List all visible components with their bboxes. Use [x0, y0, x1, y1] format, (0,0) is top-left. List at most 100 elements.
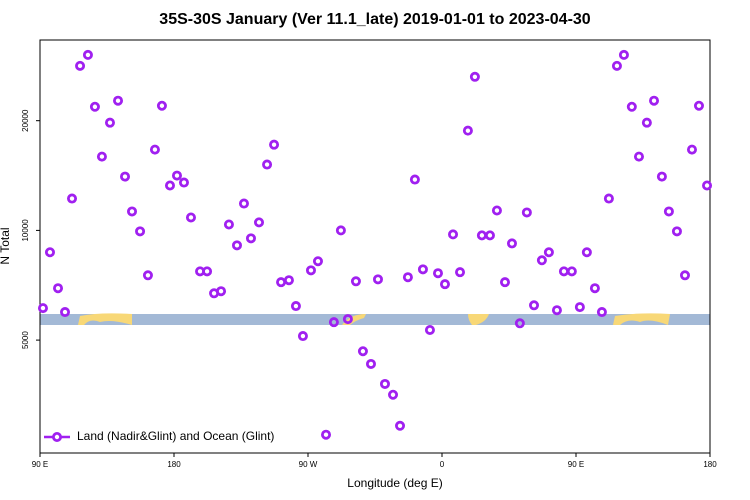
point: [402, 272, 413, 283]
point: [276, 277, 287, 288]
point: [611, 60, 622, 71]
point: [328, 317, 339, 328]
point: [156, 100, 167, 111]
point: [469, 71, 480, 82]
point: [439, 279, 450, 290]
x-axis-label: Longitude (deg E): [347, 476, 442, 490]
land-patch: [613, 313, 670, 325]
x-tick-label: 180: [167, 460, 181, 469]
point: [60, 307, 71, 318]
legend-label: Land (Nadir&Glint) and Ocean (Glint): [77, 429, 274, 443]
point: [529, 300, 540, 311]
point: [113, 95, 124, 106]
point: [581, 247, 592, 258]
point: [238, 198, 249, 209]
point: [53, 283, 64, 294]
point: [693, 100, 704, 111]
point: [262, 159, 273, 170]
point: [395, 420, 406, 431]
point: [558, 266, 569, 277]
point: [536, 255, 547, 266]
point: [649, 95, 660, 106]
point: [254, 217, 265, 228]
point: [596, 307, 607, 318]
point: [142, 270, 153, 281]
point: [75, 60, 86, 71]
point: [484, 230, 495, 241]
y-tick-label: 5000: [21, 331, 30, 349]
chart-title: 35S-30S January (Ver 11.1_late) 2019-01-…: [159, 11, 590, 28]
land-patch: [468, 314, 489, 325]
point: [96, 151, 107, 162]
point: [342, 314, 353, 325]
point: [476, 230, 487, 241]
point: [566, 266, 577, 277]
point: [702, 180, 713, 191]
point: [127, 206, 138, 217]
point: [164, 180, 175, 191]
point: [379, 378, 390, 389]
point: [350, 276, 361, 287]
point: [120, 171, 131, 182]
point: [641, 117, 652, 128]
y-axis-label: N Total: [0, 227, 12, 264]
point: [245, 233, 256, 244]
point: [671, 226, 682, 237]
point: [424, 324, 435, 335]
x-tick-label: 90 W: [299, 460, 318, 469]
ocean-band: [40, 314, 710, 325]
point: [89, 101, 100, 112]
point: [491, 205, 502, 216]
point: [448, 229, 459, 240]
x-tick-label: 180: [703, 460, 717, 469]
plot-frame: [39, 39, 711, 454]
point: [178, 177, 189, 188]
point: [149, 144, 160, 155]
land-ocean-band: [40, 313, 710, 325]
point: [372, 274, 383, 285]
x-tick-label: 0: [440, 460, 445, 469]
point: [388, 389, 399, 400]
point: [626, 101, 637, 112]
point: [462, 125, 473, 136]
point: [171, 170, 182, 181]
point: [686, 144, 697, 155]
point: [432, 268, 443, 279]
point: [82, 49, 93, 60]
point: [455, 267, 466, 278]
point: [44, 247, 55, 258]
point: [603, 193, 614, 204]
point: [305, 265, 316, 276]
point: [216, 286, 227, 297]
point: [514, 318, 525, 329]
x-tick-label: 90 E: [568, 460, 584, 469]
point: [321, 429, 332, 440]
point: [357, 346, 368, 357]
point: [499, 277, 510, 288]
point: [679, 270, 690, 281]
point: [506, 238, 517, 249]
point: [543, 247, 554, 258]
y-tick-label: 20000: [21, 109, 30, 132]
legend-marker: [52, 431, 63, 442]
point: [185, 212, 196, 223]
point: [574, 302, 585, 313]
point: [551, 305, 562, 316]
point: [335, 225, 346, 236]
point: [618, 49, 629, 60]
point: [589, 283, 600, 294]
point: [312, 256, 323, 267]
land-patch: [78, 313, 132, 325]
point: [231, 240, 242, 251]
point: [656, 171, 667, 182]
point: [223, 219, 234, 230]
point: [663, 206, 674, 217]
point: [135, 226, 146, 237]
point: [202, 266, 213, 277]
point: [283, 275, 294, 286]
point: [269, 139, 280, 150]
point: [417, 264, 428, 275]
point: [365, 358, 376, 369]
y-tick-label: 10000: [21, 219, 30, 242]
